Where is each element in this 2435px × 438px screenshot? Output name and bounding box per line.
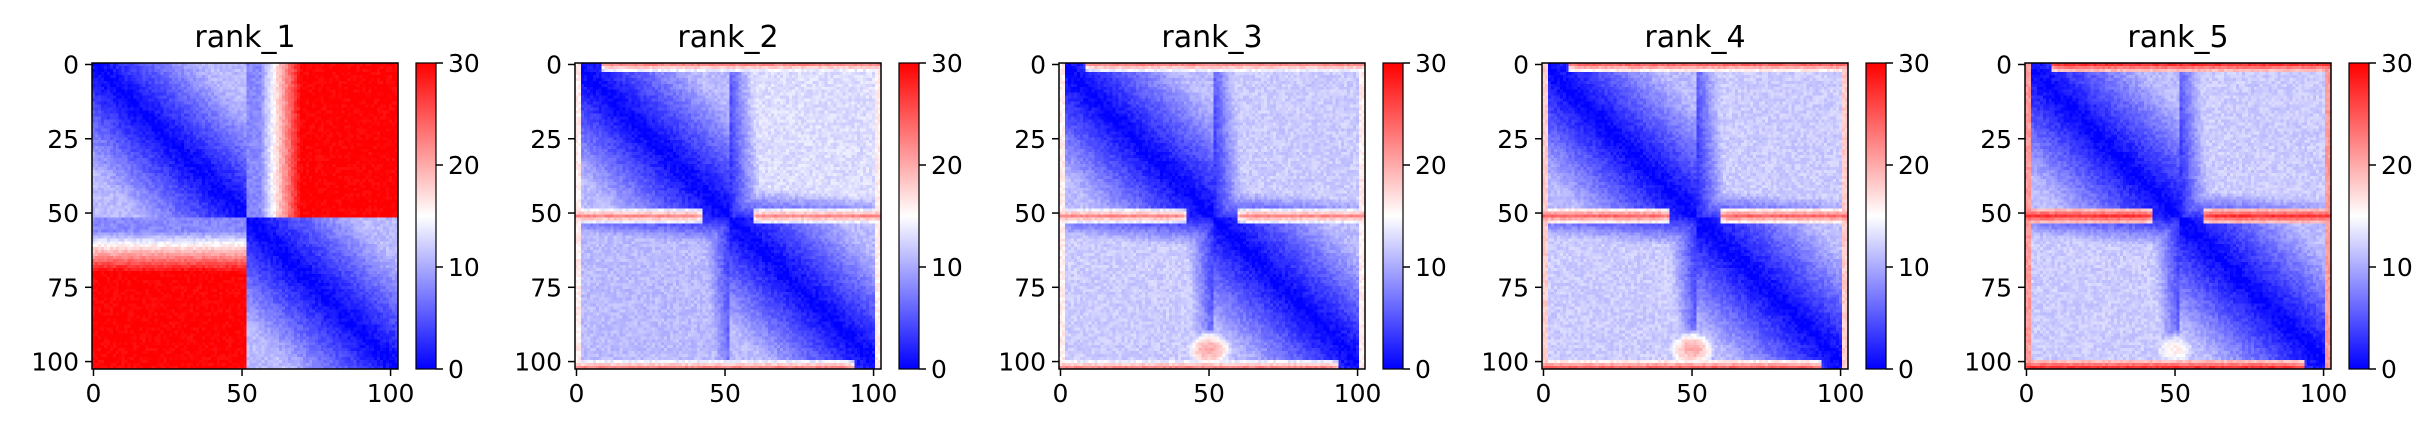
panel-title: rank_3 xyxy=(1161,20,1262,55)
x-tick-label: 0 xyxy=(569,379,585,408)
plot-frame xyxy=(1058,62,1366,370)
panel-title: rank_2 xyxy=(677,20,778,55)
y-tick-label: 100 xyxy=(998,348,1046,377)
heatmap-image xyxy=(92,63,398,369)
colorbar xyxy=(899,63,919,369)
colorbar xyxy=(2349,63,2369,369)
colorbar-frame xyxy=(415,62,437,370)
x-tick-label: 50 xyxy=(2159,379,2191,408)
y-tick-label: 75 xyxy=(1014,273,1046,302)
colorbar-tick-label: 20 xyxy=(1415,151,1447,180)
heatmap-image xyxy=(575,63,881,369)
x-tick-label: 0 xyxy=(2019,379,2035,408)
colorbar-tick-label: 10 xyxy=(931,253,963,282)
panel-title: rank_1 xyxy=(194,20,295,55)
y-tick-label: 50 xyxy=(1497,199,1529,228)
y-tick-label: 75 xyxy=(1497,273,1529,302)
colorbar-tick-label: 30 xyxy=(448,49,480,78)
y-tick-label: 75 xyxy=(47,273,79,302)
colorbar-frame xyxy=(2348,62,2370,370)
colorbar-tick-label: 10 xyxy=(448,253,480,282)
colorbar-tick-label: 30 xyxy=(2381,49,2413,78)
y-tick-label: 100 xyxy=(31,348,79,377)
y-tick-label: 75 xyxy=(530,273,562,302)
colorbar-tick-label: 0 xyxy=(1415,355,1431,384)
plot-frame xyxy=(1541,62,1849,370)
colorbar-tick-label: 0 xyxy=(2381,355,2397,384)
x-tick-label: 100 xyxy=(1817,379,1865,408)
x-tick-label: 100 xyxy=(1334,379,1382,408)
x-tick-label: 50 xyxy=(709,379,741,408)
y-tick-label: 75 xyxy=(1980,273,2012,302)
y-tick-label: 0 xyxy=(1513,50,1529,79)
colorbar-tick-label: 30 xyxy=(931,49,963,78)
x-tick-label: 50 xyxy=(1193,379,1225,408)
y-tick-label: 50 xyxy=(47,199,79,228)
colorbar-frame xyxy=(1865,62,1887,370)
y-tick-label: 25 xyxy=(1980,125,2012,154)
heatmap-image xyxy=(1542,63,1848,369)
x-tick-label: 100 xyxy=(850,379,898,408)
colorbar-tick-label: 30 xyxy=(1898,49,1930,78)
heatmap-image xyxy=(1059,63,1365,369)
colorbar-tick-label: 0 xyxy=(448,355,464,384)
colorbar-tick-label: 20 xyxy=(931,151,963,180)
colorbar-frame xyxy=(898,62,920,370)
x-tick-label: 50 xyxy=(1676,379,1708,408)
colorbar-tick-label: 10 xyxy=(1415,253,1447,282)
y-tick-label: 100 xyxy=(514,348,562,377)
y-tick-label: 50 xyxy=(530,199,562,228)
colorbar-tick-label: 10 xyxy=(1898,253,1930,282)
colorbar-tick-label: 20 xyxy=(448,151,480,180)
colorbar xyxy=(1866,63,1886,369)
y-tick-label: 100 xyxy=(1964,348,2012,377)
plot-frame xyxy=(574,62,882,370)
colorbar-tick-label: 0 xyxy=(1898,355,1914,384)
y-tick-label: 100 xyxy=(1481,348,1529,377)
x-tick-label: 0 xyxy=(1053,379,1069,408)
y-tick-label: 0 xyxy=(63,50,79,79)
y-tick-label: 25 xyxy=(1014,125,1046,154)
y-tick-label: 0 xyxy=(1030,50,1046,79)
panel-title: rank_4 xyxy=(1644,20,1745,55)
y-tick-label: 50 xyxy=(1980,199,2012,228)
y-tick-label: 25 xyxy=(1497,125,1529,154)
x-tick-label: 0 xyxy=(86,379,102,408)
y-tick-label: 25 xyxy=(530,125,562,154)
y-tick-label: 50 xyxy=(1014,199,1046,228)
x-tick-label: 100 xyxy=(2300,379,2348,408)
plot-frame xyxy=(91,62,399,370)
heatmap-image xyxy=(2025,63,2331,369)
x-tick-label: 50 xyxy=(226,379,258,408)
plot-frame xyxy=(2024,62,2332,370)
colorbar-tick-label: 20 xyxy=(2381,151,2413,180)
y-tick-label: 25 xyxy=(47,125,79,154)
colorbar-tick-label: 20 xyxy=(1898,151,1930,180)
x-tick-label: 100 xyxy=(367,379,415,408)
colorbar xyxy=(416,63,436,369)
x-tick-label: 0 xyxy=(1536,379,1552,408)
colorbar-tick-label: 10 xyxy=(2381,253,2413,282)
colorbar-tick-label: 30 xyxy=(1415,49,1447,78)
colorbar-tick-label: 0 xyxy=(931,355,947,384)
colorbar-frame xyxy=(1382,62,1404,370)
y-tick-label: 0 xyxy=(546,50,562,79)
y-tick-label: 0 xyxy=(1996,50,2012,79)
panel-title: rank_5 xyxy=(2127,20,2228,55)
colorbar xyxy=(1383,63,1403,369)
